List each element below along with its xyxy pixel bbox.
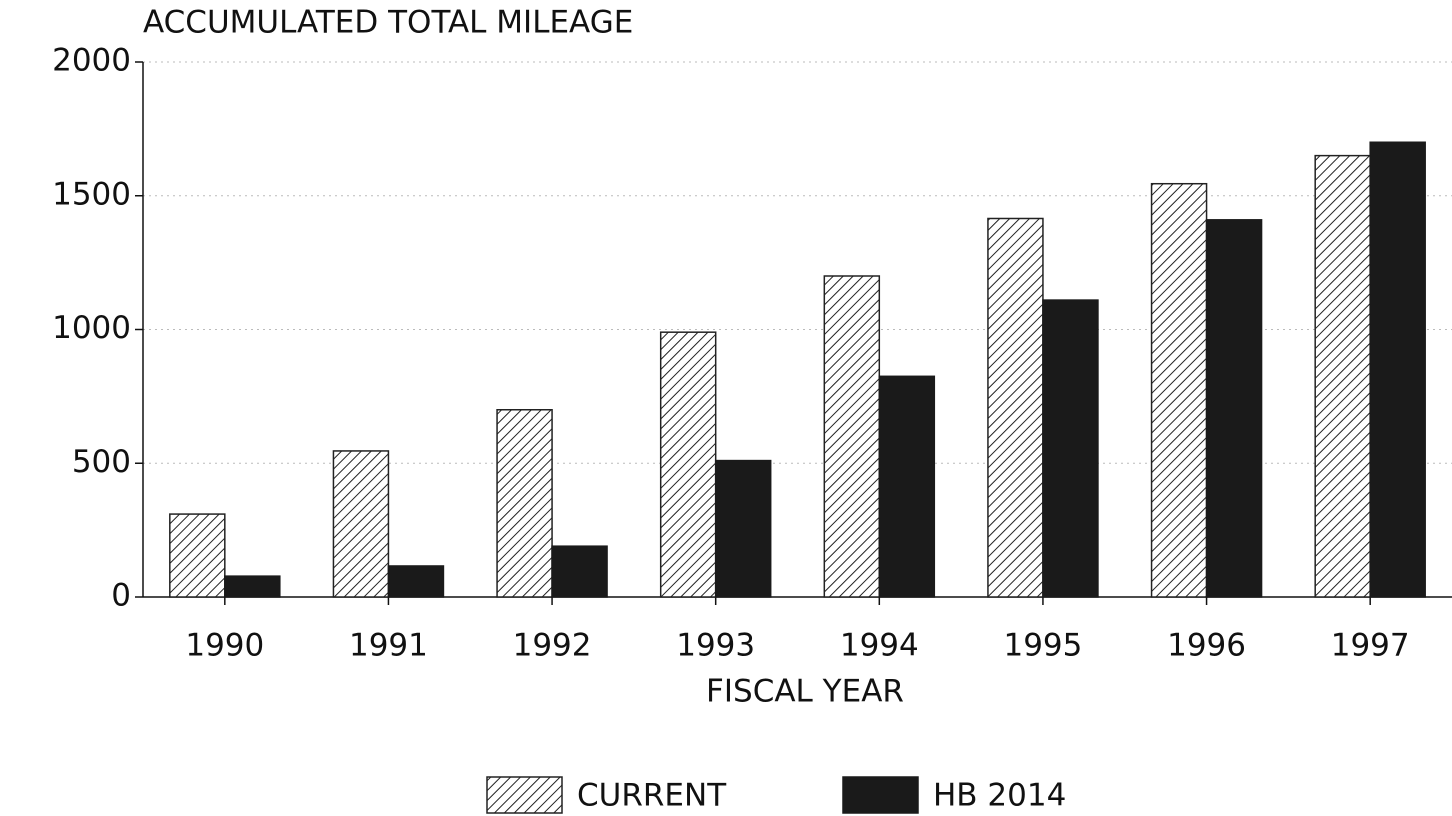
bar bbox=[659, 331, 717, 598]
bar bbox=[1314, 154, 1371, 598]
bar bbox=[551, 545, 608, 598]
legend-label: CURRENT bbox=[577, 778, 727, 814]
legend-swatch bbox=[842, 776, 919, 814]
y-tick-label: 1000 bbox=[52, 310, 131, 346]
bar bbox=[714, 459, 772, 598]
y-tick-label: 0 bbox=[111, 578, 131, 614]
legend-label: HB 2014 bbox=[933, 778, 1066, 814]
y-tick-label: 1500 bbox=[52, 176, 131, 212]
x-tick-label: 1991 bbox=[349, 628, 428, 664]
y-tick-label: 2000 bbox=[52, 43, 131, 79]
x-tick-label: 1996 bbox=[1167, 628, 1246, 664]
bar bbox=[823, 275, 881, 598]
legend-swatch bbox=[486, 776, 563, 814]
x-tick-label: 1994 bbox=[840, 628, 919, 664]
chart-title: ACCUMULATED TOTAL MILEAGE bbox=[143, 5, 633, 41]
bar bbox=[224, 575, 281, 598]
bar bbox=[1205, 219, 1263, 598]
x-tick-label: 1995 bbox=[1003, 628, 1082, 664]
y-tick-label: 500 bbox=[72, 444, 131, 480]
bar bbox=[387, 565, 445, 598]
bar bbox=[1042, 299, 1099, 598]
bar bbox=[878, 375, 936, 598]
bar bbox=[332, 450, 390, 598]
x-tick-label: 1990 bbox=[185, 628, 264, 664]
bar bbox=[1369, 141, 1426, 598]
x-tick-label: 1993 bbox=[676, 628, 755, 664]
x-tick-label: 1997 bbox=[1331, 628, 1410, 664]
bar bbox=[1150, 182, 1208, 598]
bar bbox=[987, 217, 1044, 598]
x-axis-label: FISCAL YEAR bbox=[706, 674, 904, 710]
x-tick-label: 1992 bbox=[513, 628, 592, 664]
bar bbox=[169, 513, 226, 598]
bar bbox=[496, 409, 553, 598]
